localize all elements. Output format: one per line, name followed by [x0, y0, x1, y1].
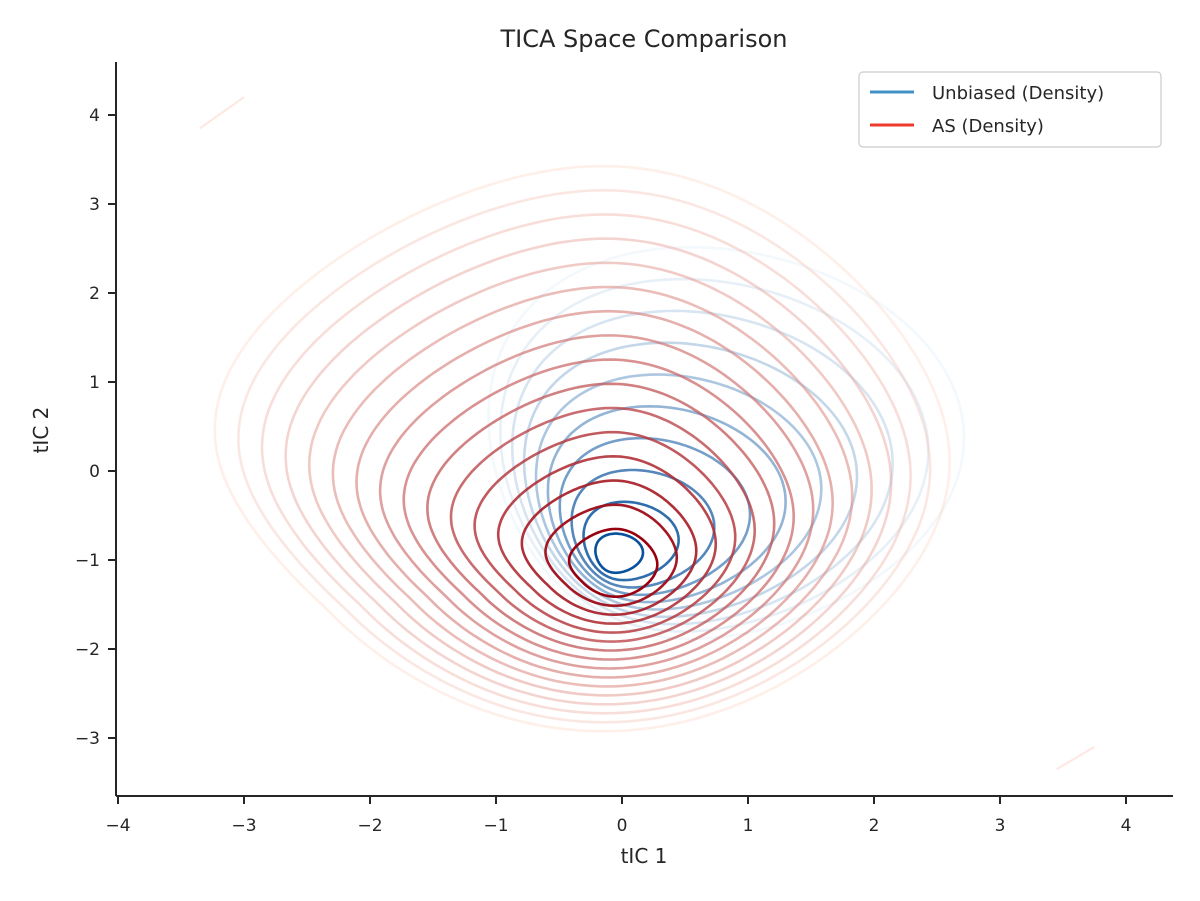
- x-tick-label: 3: [995, 816, 1006, 836]
- contour-level: [307, 261, 873, 697]
- y-tick-label: −3: [75, 729, 100, 749]
- contour-level: [402, 358, 796, 661]
- chart-title: TICA Space Comparison: [499, 25, 787, 53]
- y-tick-label: 2: [89, 284, 100, 304]
- x-axis-ticks: −4 −3 −2 −1 0 1 2 3 4: [105, 796, 1131, 836]
- contour-level: [378, 334, 815, 670]
- contour-level: [237, 188, 932, 724]
- as-density-contours: [213, 164, 951, 733]
- y-tick-label: 0: [89, 462, 100, 482]
- contour-level: [487, 245, 966, 641]
- legend: Unbiased (Density) AS (Density): [858, 71, 1162, 148]
- y-tick-label: 4: [89, 106, 100, 126]
- stray-fragment: [1056, 746, 1096, 771]
- unbiased-density-contours: [487, 245, 966, 641]
- y-tick-label: −2: [75, 640, 100, 660]
- x-tick-label: 2: [869, 816, 880, 836]
- y-tick-label: 3: [89, 195, 100, 215]
- legend-box: [858, 71, 1162, 148]
- contour-level: [355, 309, 835, 679]
- contour-level: [284, 237, 893, 706]
- x-tick-label: 1: [743, 816, 754, 836]
- contour-level: [331, 285, 854, 688]
- y-axis-ticks: −3 −2 −1 0 1 2 3 4: [75, 106, 116, 749]
- contour-level: [594, 532, 645, 575]
- x-tick-label: 4: [1121, 816, 1132, 836]
- x-axis-label: tIC 1: [621, 844, 668, 868]
- contour-level: [499, 277, 930, 633]
- y-tick-label: 1: [89, 373, 100, 393]
- stray-fragment: [199, 96, 245, 130]
- contour-level: [213, 164, 951, 733]
- x-tick-label: −2: [357, 816, 382, 836]
- x-tick-label: −1: [483, 816, 508, 836]
- contour-level: [473, 430, 737, 634]
- contour-level: [567, 527, 659, 598]
- contour-level: [260, 213, 912, 715]
- y-tick-label: −1: [75, 551, 100, 571]
- x-tick-label: 0: [617, 816, 628, 836]
- contour-level: [546, 404, 787, 604]
- legend-label-unbiased: Unbiased (Density): [932, 83, 1104, 104]
- contour-level: [496, 454, 717, 625]
- x-tick-label: −4: [105, 816, 130, 836]
- legend-label-as: AS (Density): [932, 116, 1044, 137]
- contour-level: [582, 500, 680, 582]
- contour-level: [522, 341, 859, 619]
- contour-level: [449, 406, 757, 643]
- y-axis-label: tIC 2: [29, 407, 53, 454]
- contour-level: [520, 479, 698, 617]
- x-tick-label: −3: [231, 816, 256, 836]
- contour-level: [544, 503, 679, 607]
- contour-level: [426, 382, 776, 652]
- plot-area: [199, 96, 1096, 771]
- stray-contour-fragments: [199, 96, 1096, 771]
